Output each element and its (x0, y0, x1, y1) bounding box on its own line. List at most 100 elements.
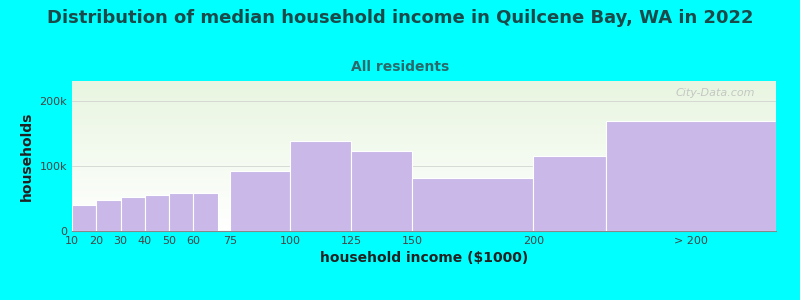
Bar (72, 82, 776, 84)
Bar (72, 134, 776, 135)
Bar (72, 202, 776, 204)
Bar (72, 100, 776, 102)
Bar (72, 206, 776, 207)
Bar (72, 172, 776, 174)
Bar (72, 196, 776, 198)
Bar (72, 167, 776, 168)
Bar (72, 154, 776, 156)
Bar (72, 126, 776, 128)
Bar (72, 176, 776, 177)
Bar (72, 216, 776, 218)
Bar (72, 230, 776, 231)
Bar (72, 164, 776, 165)
Bar (72, 210, 776, 212)
Bar (72, 136, 776, 138)
Bar (72, 220, 776, 222)
Bar (72, 103, 776, 105)
Bar (96, 200, 121, 231)
Bar (72, 177, 776, 178)
Bar (72, 224, 776, 225)
X-axis label: household income ($1000): household income ($1000) (320, 251, 528, 266)
Bar (72, 90, 776, 92)
Bar (72, 129, 776, 130)
Bar (72, 182, 776, 183)
Bar (72, 225, 776, 226)
Bar (72, 122, 776, 123)
Bar (72, 140, 776, 141)
Bar (72, 105, 776, 106)
Bar (72, 212, 776, 213)
Bar (72, 150, 776, 152)
Bar (72, 194, 776, 195)
Bar (72, 205, 96, 231)
Bar (72, 88, 776, 90)
Bar (72, 213, 776, 214)
Bar (72, 207, 776, 208)
Bar (72, 148, 776, 150)
Bar (72, 112, 776, 114)
Bar (72, 174, 776, 176)
Bar (72, 110, 776, 111)
Bar (72, 169, 776, 171)
Bar (145, 195, 169, 231)
Bar (72, 135, 776, 136)
Bar (72, 228, 776, 230)
Bar (72, 198, 776, 200)
Bar (72, 141, 776, 142)
Bar (72, 201, 776, 202)
Bar (72, 123, 776, 124)
Bar (72, 81, 776, 82)
Bar (194, 193, 218, 231)
Bar (72, 178, 776, 180)
Bar (72, 160, 776, 162)
Bar (72, 87, 776, 88)
Bar (72, 200, 776, 201)
Bar (72, 111, 776, 112)
Bar (72, 147, 776, 148)
Bar (72, 108, 776, 110)
Bar (72, 222, 776, 224)
Bar (72, 124, 776, 126)
Bar (72, 130, 776, 132)
Bar (72, 158, 776, 159)
Bar (72, 132, 776, 134)
Bar (72, 159, 776, 160)
Bar (230, 171, 290, 231)
Bar (72, 84, 776, 86)
Bar (72, 184, 776, 186)
Bar (72, 188, 776, 189)
Bar (72, 99, 776, 100)
Y-axis label: households: households (20, 111, 34, 201)
Bar (72, 189, 776, 190)
Bar (72, 96, 776, 98)
Bar (72, 98, 776, 99)
Bar (72, 214, 776, 216)
Bar (72, 106, 776, 108)
Bar (72, 114, 776, 116)
Bar (606, 122, 776, 231)
Bar (72, 117, 776, 118)
Bar (72, 204, 776, 206)
Bar (72, 144, 776, 146)
Bar (72, 186, 776, 188)
Text: Distribution of median household income in Quilcene Bay, WA in 2022: Distribution of median household income … (46, 9, 754, 27)
Bar (72, 120, 776, 122)
Bar (72, 171, 776, 172)
Bar (72, 152, 776, 153)
Bar (72, 102, 776, 104)
Bar (72, 142, 776, 144)
Bar (72, 183, 776, 184)
Bar (72, 94, 776, 96)
Bar (72, 218, 776, 219)
Bar (72, 146, 776, 147)
Text: All residents: All residents (351, 60, 449, 74)
Bar (72, 93, 776, 94)
Bar (412, 178, 534, 231)
Bar (72, 195, 776, 196)
Bar (72, 128, 776, 129)
Bar (72, 165, 776, 166)
Bar (72, 153, 776, 154)
Bar (72, 190, 776, 192)
Bar (72, 168, 776, 170)
Text: City-Data.com: City-Data.com (675, 88, 755, 98)
